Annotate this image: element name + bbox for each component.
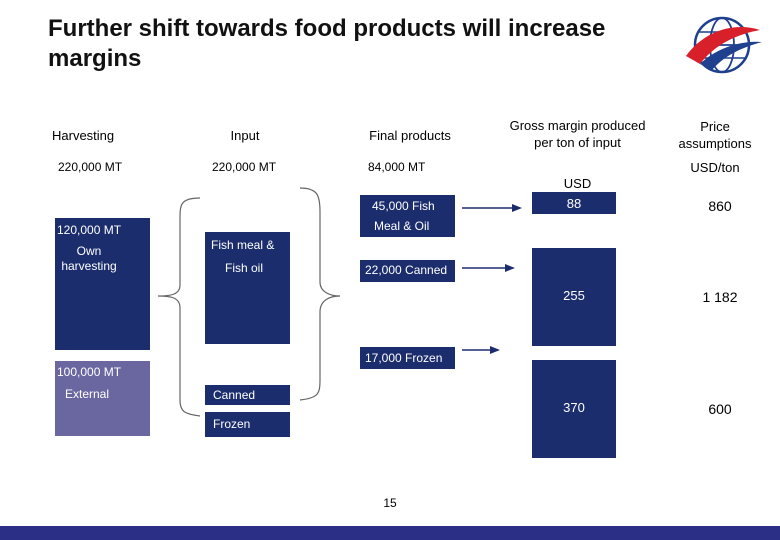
- fish-meal-final-label-line2: Meal & Oil: [374, 219, 430, 233]
- frozen-arrow-icon: [462, 346, 500, 354]
- fish-meal-input-label-line2: Fish oil: [225, 261, 264, 275]
- frozen-price: 600: [708, 401, 732, 417]
- slide-title: Further shift towards food products will…: [48, 15, 606, 72]
- frozen-margin-box: 370: [532, 360, 616, 458]
- canned-margin-value: 255: [563, 288, 585, 303]
- harvesting-header: Harvesting: [52, 128, 115, 143]
- page-number: 15: [383, 496, 397, 510]
- price-unit: USD/ton: [690, 160, 740, 175]
- frozen-margin-value: 370: [563, 400, 585, 415]
- footer-bar: [0, 526, 780, 540]
- gross-margin-unit: USD: [563, 176, 592, 191]
- canned-input-label: Canned: [213, 388, 256, 402]
- canned-price: 1 182: [702, 289, 738, 305]
- frozen-input-label: Frozen: [213, 417, 251, 431]
- frozen-final-label: 17,000 Frozen: [365, 351, 443, 365]
- input-brace-icon: [299, 187, 341, 401]
- frozen-input-box: Frozen: [205, 412, 290, 437]
- canned-final-box: 22,000 Canned: [360, 260, 455, 282]
- own-harvesting-box: 120,000 MT Own harvesting: [55, 218, 150, 350]
- harvesting-brace-icon: [157, 197, 201, 417]
- external-harvesting-value: 100,000 MT: [57, 365, 122, 379]
- canned-final-label: 22,000 Canned: [365, 263, 448, 277]
- frozen-final-box: 17,000 Frozen: [360, 347, 455, 369]
- input-total: 220,000 MT: [212, 160, 277, 174]
- globe-logo-icon: [686, 16, 762, 74]
- own-harvesting-value: 120,000 MT: [57, 223, 122, 237]
- fish-meal-oil-final-box: 45,000 Fish Meal & Oil: [360, 195, 455, 237]
- canned-margin-box: 255: [532, 248, 616, 346]
- own-harvesting-label: Own harvesting: [61, 244, 117, 273]
- final-products-total: 84,000 MT: [368, 160, 426, 174]
- external-harvesting-box: 100,000 MT External: [55, 361, 150, 436]
- gross-margin-header: Gross margin produced per ton of input: [509, 118, 646, 150]
- input-header: Input: [230, 128, 260, 143]
- fish-meal-arrow-icon: [462, 204, 522, 212]
- canned-arrow-icon: [462, 264, 515, 272]
- fish-meal-final-label-line1: 45,000 Fish: [372, 199, 435, 213]
- fish-meal-oil-input-box: Fish meal & Fish oil: [205, 232, 290, 344]
- harvesting-total: 220,000 MT: [58, 160, 123, 174]
- final-products-header: Final products: [369, 128, 451, 143]
- canned-input-box: Canned: [205, 385, 290, 405]
- external-harvesting-label: External: [65, 387, 110, 401]
- fish-meal-margin-box: 88: [532, 192, 616, 214]
- fish-meal-margin-value: 88: [566, 196, 582, 211]
- fish-meal-input-label-line1: Fish meal &: [211, 238, 275, 252]
- price-header: Price assumptions: [678, 119, 752, 151]
- fish-meal-price: 860: [708, 198, 732, 214]
